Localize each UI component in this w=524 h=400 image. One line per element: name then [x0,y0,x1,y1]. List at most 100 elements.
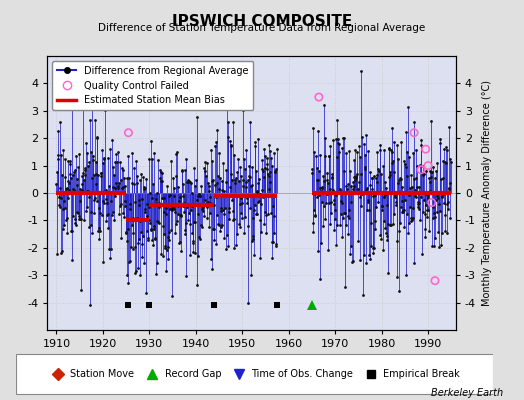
Point [368,174,376,181]
Point [355,143,363,149]
Point [165,229,173,236]
Point [401,161,409,167]
Point [233,231,241,238]
Point [409,119,418,125]
Point [178,168,187,174]
Point [431,214,440,220]
Point [160,230,169,237]
Point [257,200,265,207]
Point [360,252,368,258]
Point [144,234,152,241]
Point [83,204,92,210]
Point [346,182,355,189]
Point [408,215,417,221]
Point [57,152,65,158]
Point [210,226,219,232]
Point [224,118,233,125]
Point [424,195,432,202]
Point [217,208,225,214]
Point [54,194,63,200]
Point [220,235,228,241]
Point [430,210,438,216]
Point [241,214,249,220]
Point [432,197,440,203]
Point [129,230,138,236]
Point [228,217,237,224]
Point [103,210,112,217]
Point [95,228,104,234]
Point [137,228,145,235]
Point [109,164,117,170]
Point [375,189,383,195]
Point [56,185,64,191]
Point [433,160,442,166]
Point [215,186,224,192]
Point [393,142,401,148]
Point [91,117,99,123]
Point [80,190,88,196]
Point [345,207,354,214]
Point [172,150,181,157]
Point [256,217,264,223]
Point [271,169,279,176]
Point [125,259,134,266]
Point [214,221,222,228]
Point [233,169,242,176]
Point [421,225,429,232]
Point [352,174,360,180]
Point [162,211,170,218]
Point [191,218,200,225]
Point [395,228,403,234]
Point [108,209,117,215]
Point [446,179,454,186]
Point [129,164,138,171]
Point [57,250,66,256]
Point [392,238,401,244]
Point [121,182,129,189]
Point [261,153,270,159]
Point [446,215,455,221]
Point [141,176,150,182]
Point [239,107,247,114]
Point [315,168,323,174]
Point [195,190,203,197]
Point [421,202,430,208]
Point [336,211,345,218]
Point [156,251,165,257]
Point [99,259,107,265]
Point [137,254,146,261]
Point [240,156,248,162]
Point [127,216,135,222]
Point [445,186,453,192]
Point [161,268,170,274]
Point [171,209,179,215]
Point [375,168,384,174]
Point [115,180,123,186]
Point [247,272,255,278]
Point [125,258,134,264]
Point [389,157,397,164]
Point [433,209,441,216]
Point [248,182,256,188]
Point [417,166,425,173]
Point [251,201,259,208]
Point [407,218,415,224]
Point [206,193,215,200]
Point [400,196,409,203]
Point [355,179,363,185]
Point [180,200,188,206]
Point [247,238,256,244]
Point [179,203,187,209]
Point [439,190,447,197]
Point [362,132,370,138]
Point [52,251,61,257]
Point [348,259,356,266]
Point [155,204,163,210]
Point [119,167,127,174]
Point [196,192,204,199]
Point [416,217,424,223]
Point [70,169,79,175]
Point [216,204,225,211]
Point [242,178,250,185]
Point [130,181,138,188]
